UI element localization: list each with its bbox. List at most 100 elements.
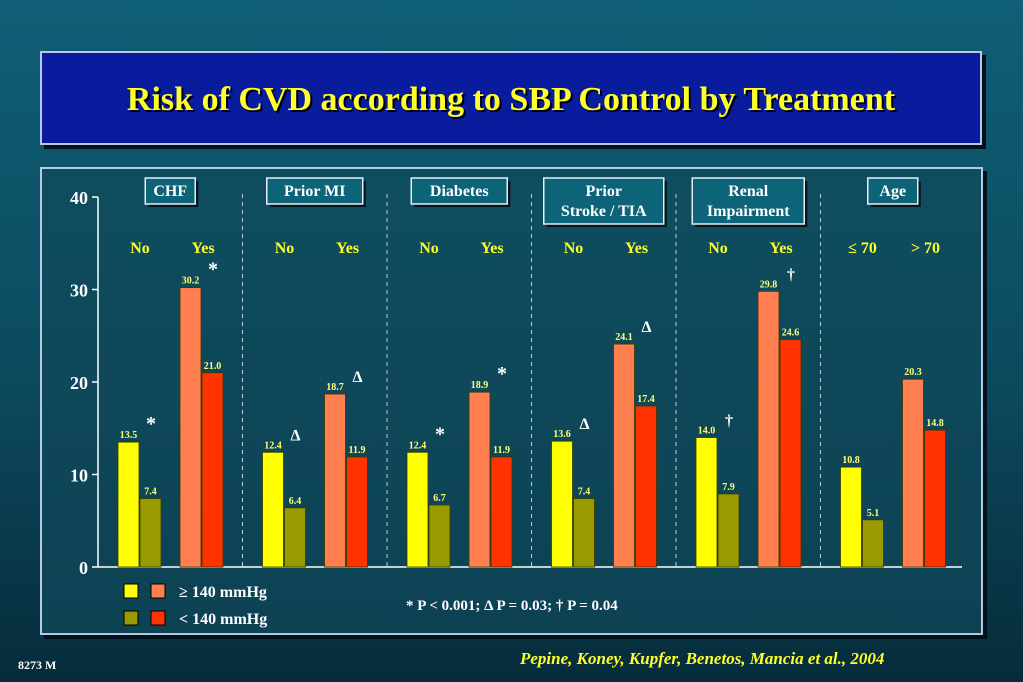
citation: Pepine, Koney, Kupfer, Benetos, Mancia e…	[520, 649, 885, 668]
bar-value-label: 24.1	[615, 332, 633, 343]
title-banner: Risk of CVD according to SBP Control by …	[40, 51, 982, 145]
group-header-label: Impairment	[707, 203, 790, 220]
slide-code: 8273 M	[18, 658, 57, 672]
group-header-label: Diabetes	[430, 183, 489, 200]
legend-label-low: < 140 mmHg	[179, 611, 267, 628]
legend-swatch-no-high	[123, 583, 139, 599]
significance-marker: Δ	[352, 369, 362, 386]
bar	[346, 456, 368, 568]
bar	[902, 378, 924, 568]
group-header-label: Stroke / TIA	[561, 203, 647, 220]
group-header-box	[266, 177, 364, 205]
legend-swatch-no-low	[123, 610, 139, 626]
y-tick-label: 10	[70, 466, 88, 486]
significance-marker: Δ	[290, 427, 300, 444]
significance-marker: *	[208, 259, 218, 281]
sub-label-no: No	[130, 240, 150, 257]
significance-marker: †	[787, 266, 795, 283]
bar	[757, 290, 780, 568]
sub-label-yes: > 70	[911, 240, 940, 257]
sub-label-yes: Yes	[480, 240, 503, 257]
significance-marker: Δ	[641, 319, 651, 336]
bar	[406, 451, 429, 568]
chart-panel: 0 10 20 30 40 CHF No Yes 13.5 * 7.4 30.2 * 21.0 Prior …	[40, 167, 983, 635]
bar-value-label: 24.6	[782, 327, 800, 338]
sub-label-no: No	[419, 240, 439, 257]
slide-title: Risk of CVD according to SBP Control by …	[126, 81, 896, 118]
bar	[551, 440, 573, 568]
bar	[695, 437, 718, 568]
group-header-label: Prior MI	[284, 183, 345, 200]
bar	[139, 498, 162, 568]
y-tick-label: 0	[79, 558, 88, 578]
bar	[428, 504, 451, 568]
bar	[840, 466, 862, 568]
bar-value-label: 7.4	[578, 487, 591, 498]
group-header-box	[410, 177, 508, 205]
bar-value-label: 14.0	[698, 426, 716, 437]
bar	[324, 393, 346, 568]
bar-value-label: 10.8	[842, 455, 860, 466]
bar	[284, 507, 306, 568]
bar-value-label: 30.2	[182, 276, 200, 287]
bar	[262, 451, 284, 568]
bar-value-label: 6.7	[433, 493, 446, 504]
bar	[573, 498, 595, 568]
bar-value-label: 20.3	[904, 367, 922, 378]
bar	[635, 405, 657, 568]
bar-value-label: 14.8	[926, 418, 944, 429]
bar	[201, 372, 224, 568]
bar-value-label: 6.4	[289, 496, 302, 507]
sub-label-no: No	[708, 240, 728, 257]
group-header-box	[144, 177, 196, 205]
significance-footnote: * P < 0.001; Δ P = 0.03; † P = 0.04	[406, 598, 618, 614]
bar-value-label: 13.5	[120, 430, 138, 441]
significance-marker: †	[725, 413, 733, 430]
significance-marker: *	[497, 363, 507, 385]
sub-label-no: No	[564, 240, 584, 257]
bar-value-label: 11.9	[349, 445, 366, 456]
significance-marker: Δ	[579, 416, 589, 433]
significance-marker: *	[146, 413, 156, 435]
significance-marker: *	[435, 423, 445, 445]
bar	[613, 343, 635, 568]
sub-label-yes: Yes	[769, 240, 792, 257]
bar	[179, 287, 202, 568]
y-tick-label: 30	[70, 281, 88, 301]
bar-value-label: 12.4	[409, 440, 427, 451]
bar	[924, 429, 946, 568]
group-header-box	[691, 177, 805, 225]
y-tick-label: 40	[70, 188, 88, 208]
bar-value-label: 18.9	[471, 380, 489, 391]
bar-value-label: 5.1	[867, 508, 880, 519]
bar-value-label: 21.0	[204, 361, 222, 372]
bar-value-label: 12.4	[264, 440, 282, 451]
bar	[490, 456, 513, 568]
sub-label-yes: Yes	[191, 240, 214, 257]
group-header-label: Renal	[728, 183, 769, 200]
group-header-box	[867, 177, 919, 205]
sub-label-no: ≤ 70	[848, 240, 877, 257]
y-tick-label: 20	[70, 373, 88, 393]
bar	[468, 391, 491, 568]
legend-label-high: ≥ 140 mmHg	[179, 584, 267, 601]
bar-value-label: 18.7	[326, 382, 344, 393]
bar	[779, 339, 802, 568]
bar-chart: 0 10 20 30 40 CHF No Yes 13.5 * 7.4 30.2 * 21.0 Prior …	[70, 177, 962, 628]
bar-value-label: 7.9	[722, 482, 735, 493]
group-header-label: Age	[879, 183, 906, 200]
sub-label-yes: Yes	[336, 240, 359, 257]
group-header-label: CHF	[153, 183, 187, 200]
bar-value-label: 13.6	[553, 429, 571, 440]
bar-value-label: 29.8	[760, 279, 778, 290]
bar-value-label: 11.9	[493, 445, 510, 456]
group-header-label: Prior	[586, 183, 622, 200]
bar-value-label: 17.4	[637, 394, 655, 405]
sub-label-no: No	[275, 240, 295, 257]
sub-label-yes: Yes	[625, 240, 648, 257]
legend-swatch-yes-high	[150, 583, 166, 599]
bar	[117, 441, 140, 568]
bar-value-label: 7.4	[144, 487, 157, 498]
legend-swatch-yes-low	[150, 610, 166, 626]
group-header-box	[543, 177, 665, 225]
